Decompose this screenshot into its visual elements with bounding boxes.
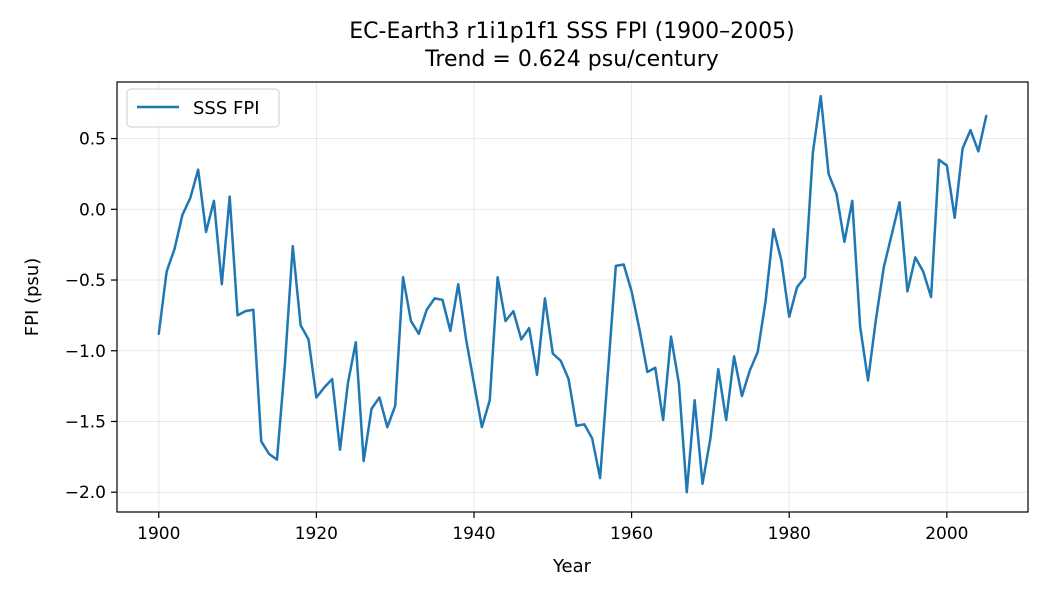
chart-title: EC-Earth3 r1i1p1f1 SSS FPI (1900–2005) <box>349 19 794 44</box>
x-tick-label: 2000 <box>925 524 968 544</box>
chart-subtitle: Trend = 0.624 psu/century <box>424 47 719 72</box>
grid-lines <box>117 82 1028 512</box>
x-tick-label: 1900 <box>137 524 180 544</box>
x-tick-label: 1960 <box>610 524 653 544</box>
y-tick-label: 0.0 <box>79 200 106 220</box>
x-axis-label: Year <box>552 556 592 577</box>
plot-frame <box>116 81 1029 513</box>
plot-area <box>157 94 988 494</box>
x-tick-label: 1920 <box>295 524 338 544</box>
y-tick-label: −2.0 <box>65 483 106 503</box>
series-line-sss-fpi <box>157 94 988 494</box>
y-axis-label: FPI (psu) <box>22 258 43 337</box>
x-axis: 1900 1920 1940 1960 1980 2000 <box>137 512 968 544</box>
x-tick-label: 1940 <box>452 524 495 544</box>
y-tick-label: −0.5 <box>65 271 106 291</box>
x-tick-label: 1980 <box>768 524 811 544</box>
y-axis: −2.0 −1.5 −1.0 −0.5 0.0 0.5 <box>65 130 117 503</box>
y-tick-label: −1.0 <box>65 342 106 362</box>
legend: SSS FPI <box>126 88 280 128</box>
legend-label-sss-fpi: SSS FPI <box>193 98 260 119</box>
y-tick-label: 0.5 <box>79 130 106 150</box>
legend-box <box>126 88 280 128</box>
y-tick-label: −1.5 <box>65 412 106 432</box>
